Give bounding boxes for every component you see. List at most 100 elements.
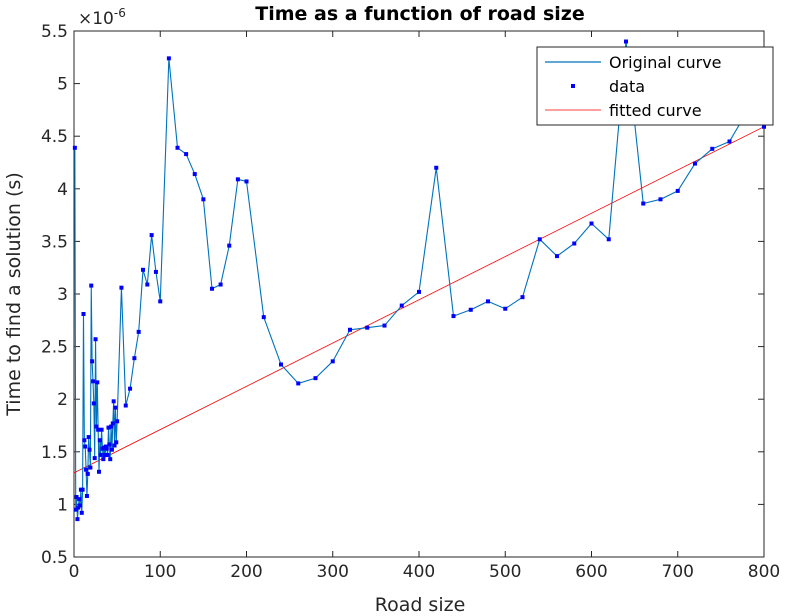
- data-point: [710, 146, 715, 151]
- data-point: [520, 295, 525, 300]
- data-point: [88, 465, 93, 470]
- data-point: [166, 56, 171, 61]
- data-point: [145, 282, 150, 287]
- data-point: [141, 267, 145, 272]
- data-point: [90, 379, 95, 384]
- data-point: [149, 233, 154, 238]
- data-point: [658, 197, 663, 202]
- y-tick-label: 0.5: [41, 548, 68, 568]
- data-point: [675, 188, 680, 193]
- data-point: [91, 401, 96, 406]
- original-curve-line: [74, 40, 765, 520]
- x-tick-label: 500: [489, 562, 521, 582]
- y-tick-label: 2.5: [41, 338, 68, 358]
- data-point: [589, 221, 594, 226]
- y-tick-label: 1: [57, 495, 68, 515]
- data-point: [606, 237, 611, 242]
- data-point: [279, 362, 283, 367]
- data-point: [115, 419, 120, 424]
- data-point: [75, 517, 80, 522]
- data-point: [85, 471, 90, 476]
- data-point: [76, 505, 81, 510]
- data-point: [296, 381, 301, 386]
- data-point: [227, 243, 232, 248]
- y-axis-label: Time to find a solution (s): [3, 172, 25, 416]
- y-tick-label: 5: [57, 75, 68, 95]
- data-point: [762, 124, 766, 129]
- data-point: [94, 424, 99, 429]
- legend-label-data: data: [609, 77, 645, 96]
- x-tick-label: 800: [748, 562, 780, 582]
- data-point: [78, 503, 83, 508]
- data-point: [727, 139, 732, 144]
- data-point: [72, 145, 77, 150]
- data-point: [192, 172, 197, 177]
- fitted-curve-series: [73, 126, 765, 474]
- data-point: [109, 447, 114, 452]
- data-point: [89, 283, 94, 288]
- x-axis-ticks: 0 100 200 300 400 500 600 700 800: [69, 31, 780, 582]
- data-point: [382, 323, 387, 328]
- data-point: [105, 452, 110, 457]
- legend-swatch-data: [571, 84, 575, 88]
- data-point: [693, 161, 697, 166]
- y-axis-exponent-power: -6: [114, 6, 126, 20]
- data-point: [109, 424, 114, 429]
- data-point: [103, 444, 108, 449]
- data-point: [84, 467, 89, 472]
- data-point: [184, 152, 189, 157]
- data-point: [486, 299, 490, 304]
- data-point: [123, 403, 128, 408]
- data-point: [244, 179, 249, 184]
- data-point: [624, 39, 628, 44]
- data-point: [128, 386, 133, 391]
- data-point: [97, 438, 102, 443]
- x-tick-label: 400: [403, 562, 435, 582]
- data-point: [641, 201, 646, 206]
- x-tick-label: 300: [317, 562, 349, 582]
- data-point: [136, 329, 141, 334]
- y-axis-exponent-base: ×10: [78, 9, 114, 29]
- data-point: [108, 457, 113, 462]
- data-point: [503, 306, 508, 311]
- data-point: [107, 442, 112, 447]
- data-point: [80, 487, 85, 492]
- data-point: [86, 435, 91, 440]
- data-point: [79, 510, 84, 515]
- y-tick-label: 4.5: [41, 127, 68, 147]
- y-tick-label: 4: [57, 180, 68, 200]
- data-point: [313, 376, 318, 381]
- data-point: [92, 456, 97, 461]
- x-tick-label: 0: [69, 562, 80, 582]
- data-point: [96, 427, 101, 432]
- legend-label-original: Original curve: [609, 53, 722, 72]
- data-point: [210, 286, 214, 291]
- data-point: [87, 447, 92, 452]
- data-point: [73, 507, 78, 512]
- legend-box: [536, 46, 774, 126]
- data-point: [101, 457, 106, 462]
- data-point: [537, 237, 542, 242]
- y-axis-ticks: 0.5 1 1.5 2 2.5 3 3.5 4 4.5 5 5.5: [41, 22, 764, 568]
- data-point: [434, 165, 439, 170]
- data-point: [235, 177, 240, 182]
- x-tick-label: 700: [662, 562, 694, 582]
- data-point: [95, 380, 100, 385]
- data-point: [555, 254, 559, 259]
- y-tick-label: 3.5: [41, 232, 68, 252]
- data-point: [114, 440, 119, 445]
- data-point: [468, 307, 473, 312]
- legend-label-fitted: fitted curve: [609, 101, 702, 120]
- data-point: [74, 495, 79, 500]
- data-point: [158, 299, 163, 304]
- data-point: [218, 282, 223, 287]
- data-point: [119, 285, 124, 290]
- data-point: [261, 315, 266, 320]
- data-point: [572, 241, 577, 246]
- data-point: [84, 493, 89, 498]
- data-point: [93, 337, 98, 342]
- legend: Original curve data fitted curve: [536, 46, 774, 126]
- x-tick-label: 200: [230, 562, 262, 582]
- data-point: [153, 269, 158, 274]
